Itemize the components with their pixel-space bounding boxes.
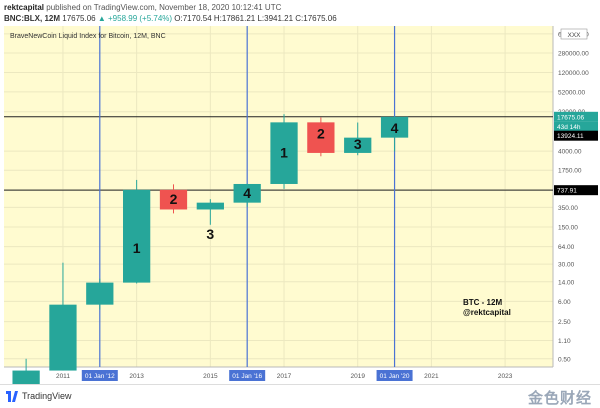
- y-tick-label: 2.50: [558, 319, 571, 326]
- candle-body: [270, 122, 298, 184]
- date-highlight-label: 01 Jan '16: [232, 373, 262, 380]
- candle: [12, 358, 40, 384]
- x-tick-label: 2017: [277, 373, 292, 380]
- candle: [159, 184, 188, 214]
- last-price: 17675.06: [62, 14, 96, 23]
- corner-label-box: [560, 28, 588, 40]
- candle-body: [380, 116, 409, 138]
- y-tick-label: 0.50: [558, 356, 571, 363]
- candle: [233, 183, 261, 207]
- price-label-box: [554, 111, 598, 122]
- corner-label: XXX: [567, 32, 581, 39]
- candle: [49, 262, 77, 371]
- cycle-phase-label: 4: [391, 120, 399, 136]
- price-label-box: [554, 185, 598, 196]
- candle-body: [86, 282, 114, 305]
- cycle-phase-label: 1: [133, 240, 141, 256]
- tradingview-logo-icon: [6, 391, 18, 402]
- price-label: 17675.06: [557, 114, 584, 121]
- x-tick-label: 2011: [56, 373, 70, 380]
- signature-text: BTC - 12M: [463, 298, 502, 307]
- price-label-box: [554, 121, 598, 132]
- signature-text: @rektcapital: [463, 308, 511, 317]
- publish-info: rektcapital published on TradingView.com…: [4, 3, 281, 12]
- price-change: ▲ +958.99 (+5.74%): [97, 14, 173, 23]
- date-highlight-box: [81, 370, 118, 381]
- x-tick-label: 2021: [424, 373, 439, 380]
- candle: [380, 116, 409, 152]
- cycle-phase-label: 2: [317, 126, 325, 142]
- candle-body: [196, 202, 224, 210]
- candle-body: [307, 122, 335, 153]
- cycle-phase-label: 1: [280, 144, 288, 160]
- candle: [307, 117, 335, 157]
- chart-title: BraveNewCoin Liquid Index for Bitcoin, 1…: [10, 33, 166, 40]
- footer-bar: TradingView 金色财经: [0, 384, 600, 408]
- y-tick-label: 350.00: [558, 205, 578, 212]
- published-text: published on TradingView.com, November 1…: [46, 3, 282, 12]
- candle-body: [123, 189, 151, 283]
- y-tick-label: 6.00: [558, 299, 571, 306]
- candle-body: [344, 137, 372, 153]
- y-tick-label: 1750.00: [558, 168, 582, 175]
- y-tick-label: 280000.00: [558, 50, 589, 57]
- date-highlight-box: [229, 370, 266, 381]
- cycle-phase-label: 2: [170, 191, 178, 207]
- price-label: 43d 14h: [557, 124, 581, 131]
- date-highlight-label: 01 Jan '12: [85, 373, 115, 380]
- y-tick-label: 52000.00: [558, 89, 585, 96]
- symbol-info: BNC:BLX, 12M 17675.06 ▲ +958.99 (+5.74%)…: [4, 14, 337, 23]
- cycle-phase-label: 4: [243, 185, 251, 201]
- candle: [270, 114, 298, 189]
- y-tick-label: 64.00: [558, 244, 575, 251]
- candle: [344, 122, 372, 156]
- y-tick-label: 30.00: [558, 262, 575, 269]
- candle-body: [49, 304, 77, 371]
- date-highlight-label: 01 Jan '20: [380, 373, 410, 380]
- price-label-box: [554, 130, 598, 141]
- date-highlight-box: [376, 370, 413, 381]
- publisher-name: rektcapital: [4, 3, 45, 12]
- x-tick-label: 2023: [498, 373, 513, 380]
- x-tick-label: 2013: [129, 373, 144, 380]
- price-label: 737.91: [557, 188, 577, 195]
- y-tick-label: 120000.00: [558, 70, 589, 77]
- cycle-phase-label: 3: [354, 136, 362, 152]
- candle: [123, 179, 151, 284]
- tradingview-brand[interactable]: TradingView: [22, 391, 72, 401]
- candle-body: [233, 183, 261, 203]
- y-tick-label: 1.10: [558, 338, 571, 345]
- x-tick-label: 2015: [203, 373, 218, 380]
- cycle-phase-label: 3: [206, 226, 214, 242]
- candle: [196, 199, 224, 225]
- y-tick-label: 4000.00: [558, 149, 582, 156]
- plot-background: [4, 26, 553, 367]
- candle-body: [12, 370, 40, 384]
- symbol: BNC:BLX, 12M: [4, 14, 61, 23]
- x-tick-label: 2019: [350, 373, 365, 380]
- price-label: 13924.11: [557, 133, 584, 140]
- ohlc-values: O:7170.54 H:17861.21 L:3941.21 C:17675.0…: [174, 14, 337, 23]
- candle-body: [159, 189, 188, 210]
- y-tick-label: 14.00: [558, 279, 575, 286]
- y-tick-label: 150.00: [558, 224, 578, 231]
- candlestick-chart: 640000.00280000.00120000.0052000.0022000…: [4, 26, 598, 384]
- candle: [86, 278, 114, 310]
- watermark-text: 金色财经: [527, 390, 592, 407]
